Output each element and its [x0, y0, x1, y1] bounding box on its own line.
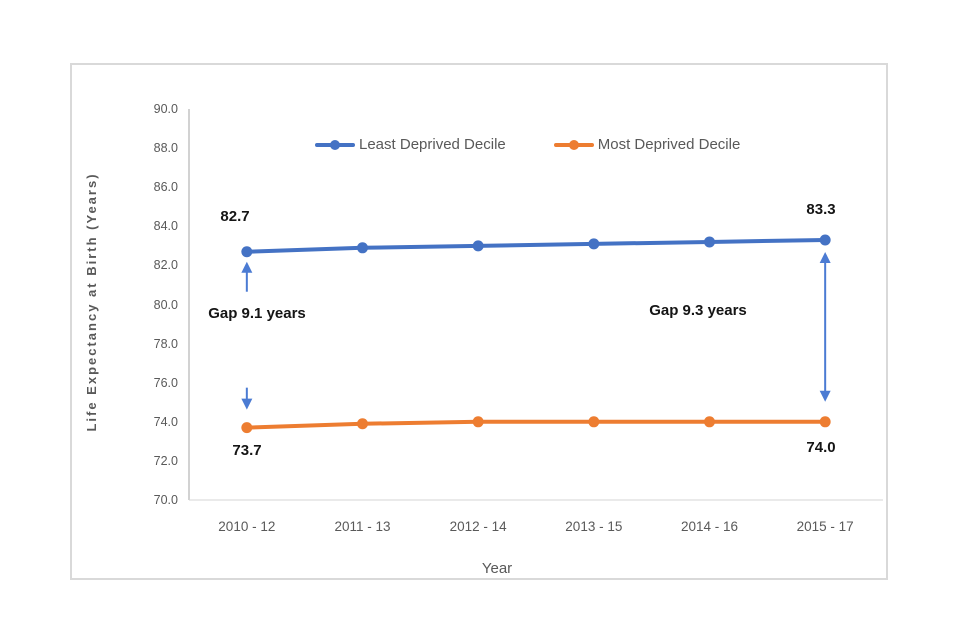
legend-line-marker-icon [553, 139, 594, 150]
data-label-blue-end: 83.3 [806, 201, 836, 218]
data-point-marker [588, 238, 600, 250]
x-tick-label: 2013 - 15 [565, 519, 623, 534]
legend-dot-icon [330, 139, 340, 150]
data-point-marker [472, 416, 484, 428]
gap-annotation-start: Gap 9.1 years [208, 305, 306, 322]
legend: Least Deprived Decile Most Deprived Deci… [315, 136, 740, 153]
chart-container: Life Expectancy at Birth (Years) 90.0 88.… [70, 63, 888, 580]
y-tick-label: 86.0 [153, 180, 178, 195]
y-tick-label: 74.0 [153, 414, 178, 429]
data-label-orange-start: 73.7 [232, 442, 262, 459]
data-point-marker [357, 418, 368, 430]
y-tick-label: 80.0 [153, 297, 178, 312]
data-label-blue-start: 82.7 [220, 208, 250, 225]
series-line-0 [244, 237, 828, 254]
gap-annotation-end: Gap 9.3 years [649, 302, 747, 319]
x-tick-label: 2010 - 12 [218, 519, 276, 534]
data-point-marker [472, 240, 484, 252]
y-tick-label: 76.0 [153, 375, 178, 390]
series-line-1 [244, 419, 828, 430]
legend-label-most-deprived: Most Deprived Decile [597, 136, 741, 153]
x-tick-label: 2012 - 14 [449, 519, 507, 534]
data-point-marker [819, 416, 831, 428]
y-tick-label: 72.0 [153, 453, 178, 468]
data-point-marker [588, 416, 600, 428]
line-plot [188, 109, 883, 501]
gap-double-arrow-top-head-icon [819, 251, 831, 263]
data-point-marker [241, 422, 253, 434]
gap-arrow-up-head-icon [241, 261, 253, 273]
x-tick-label: 2014 - 16 [680, 519, 739, 534]
y-tick-label: 70.0 [153, 493, 178, 507]
x-tick-label: 2011 - 13 [334, 519, 391, 534]
chart-area: Life Expectancy at Birth (Years) 90.0 88.… [72, 65, 886, 578]
x-tick-label: 2015 - 17 [796, 519, 854, 534]
legend-dot-icon [568, 139, 579, 150]
x-axis-title: Year [481, 560, 513, 577]
y-tick-label: 78.0 [153, 336, 178, 351]
y-tick-label: 88.0 [153, 141, 178, 156]
y-tick-label: 82.0 [153, 258, 178, 273]
data-point-marker [819, 234, 831, 246]
data-point-marker [241, 246, 253, 258]
data-point-marker [357, 242, 368, 254]
gap-arrow-down-head-icon [241, 398, 253, 410]
data-point-marker [704, 236, 715, 248]
data-label-orange-end: 74.0 [806, 439, 836, 456]
legend-item-least-deprived: Least Deprived Decile [315, 136, 506, 153]
legend-item-most-deprived: Most Deprived Decile [553, 136, 741, 153]
legend-line-marker-icon [315, 139, 355, 150]
y-tick-label: 84.0 [153, 219, 178, 234]
data-point-marker [704, 416, 715, 428]
legend-label-least-deprived: Least Deprived Decile [359, 136, 506, 153]
gap-double-arrow-bottom-head-icon [819, 390, 831, 402]
y-tick-label: 90.0 [153, 102, 178, 116]
